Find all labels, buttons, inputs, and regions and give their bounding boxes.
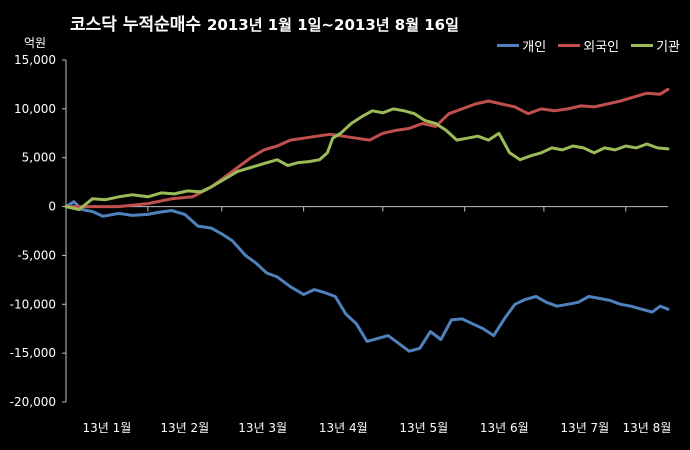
y-tick-label: 10,000 [14, 102, 56, 116]
chart-subtitle: 2013년 1월 1일~2013년 8월 16일 [206, 16, 459, 34]
legend-swatch-1 [558, 44, 581, 47]
legend-label-2: 기관 [656, 40, 680, 55]
y-tick-label: 15,000 [14, 53, 56, 67]
x-tick-label: 13년 4월 [319, 421, 368, 435]
legend-swatch-2 [631, 44, 654, 47]
chart-title-main: 코스닥 누적순매수 [70, 15, 202, 35]
y-tick-label: -15,000 [10, 346, 56, 360]
legend-item-2: 기관 [631, 36, 680, 55]
y-tick-label: 5,000 [22, 151, 56, 165]
y-tick-label: -5,000 [17, 248, 56, 262]
x-tick-label: 13년 8월 [622, 421, 671, 435]
y-tick-label: -20,000 [10, 395, 56, 409]
legend-label-0: 개인 [522, 40, 547, 55]
y-tick-label: 0 [48, 200, 56, 214]
chart-legend: 개인 외국인 기관 [497, 36, 680, 55]
x-tick-label: 13년 3월 [238, 421, 287, 435]
chart-title: 코스닥 누적순매수 2013년 1월 1일~2013년 8월 16일 [70, 10, 459, 35]
series-line-2 [64, 107, 670, 211]
x-tick-label: 13년 5월 [399, 421, 448, 435]
legend-label-1: 외국인 [583, 40, 620, 55]
series-line-0 [64, 200, 670, 353]
y-tick-label: -10,000 [10, 297, 56, 311]
legend-item-0: 개인 [497, 36, 546, 55]
x-tick-label: 13년 7월 [560, 421, 609, 435]
x-tick-label: 13년 1월 [83, 421, 132, 435]
legend-item-1: 외국인 [558, 36, 619, 55]
y-axis-unit: 억원 [24, 36, 47, 50]
x-tick-label: 13년 6월 [480, 421, 529, 435]
legend-swatch-0 [497, 44, 520, 47]
x-tick-label: 13년 2월 [160, 421, 209, 435]
